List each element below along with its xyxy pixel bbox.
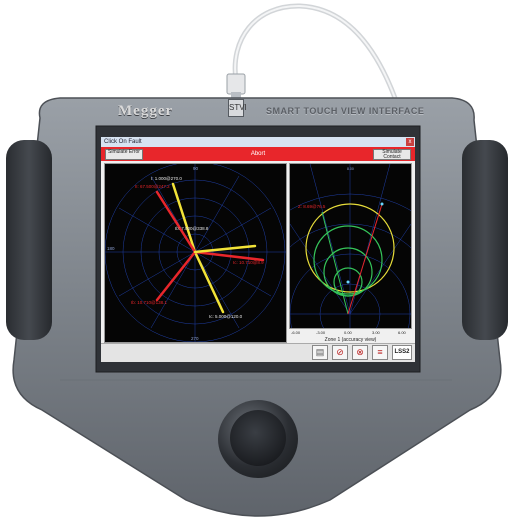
dock-icon: STVI (228, 99, 247, 117)
impedance-tick: 3.00 (372, 330, 380, 335)
phasor-arrow (155, 190, 197, 254)
impedance-tick: 6.00 (398, 330, 406, 335)
phasor-label: I: 1.000@270.0 (151, 176, 182, 181)
phasor-arrow (171, 182, 197, 254)
phasor-diagram[interactable]: I: 1.000@270.0 II: 67.500@247.2 Ib: 7.00… (104, 161, 287, 343)
fault-point (346, 280, 350, 284)
window-title: Click On Fault (101, 137, 415, 147)
phasor-axis-label: 270 (191, 336, 199, 341)
impedance-axis-label: 8.00 (347, 167, 354, 171)
phasor-arrow (193, 244, 257, 254)
phasor-label: Ib: 7.000@338.8 (175, 226, 209, 231)
phasor-label: Ic: 5.000@120.0 (209, 314, 243, 319)
simulate-contact-button[interactable]: Simulate Contact (373, 149, 411, 160)
list-icon[interactable]: ≡ (372, 345, 388, 360)
phasor-label: Ib: 10.710@138.1 (131, 300, 167, 305)
phasor-arrow (193, 250, 225, 314)
status-bar (101, 147, 415, 161)
close-button[interactable]: x (406, 138, 414, 146)
impedance-diagram[interactable]: Z: 8.69@76.5 8.00 (229, 163, 415, 362)
phasor-label: Ic: 10.710@8.9 (233, 260, 264, 265)
phasor-label: II: 67.500@247.2 (135, 184, 170, 189)
abort-button[interactable]: Abort (250, 151, 266, 157)
toolbar-logo[interactable]: LSS2 (392, 345, 412, 360)
phasor-axis-label: 90 (193, 166, 199, 171)
zone-circle (323, 247, 373, 297)
impedance-tick: -3.00 (316, 330, 326, 335)
touch-screen[interactable]: Click On Fault x Simulate Error Abort Si… (101, 137, 415, 362)
control-knob-center[interactable] (230, 410, 286, 466)
cancel-icon[interactable]: ⊘ (332, 345, 348, 360)
phasor-arrow (193, 250, 265, 262)
fault-point (380, 202, 384, 206)
impedance-tick: 0.00 (344, 330, 352, 335)
phasor-arrow (155, 250, 197, 302)
chart-button[interactable]: ▤ (312, 345, 328, 360)
clear-icon[interactable]: ⊗ (352, 345, 368, 360)
simulate-error-button[interactable]: Simulate Error (105, 149, 143, 160)
impedance-line (321, 211, 349, 315)
zone-circle (313, 225, 383, 295)
impedance-label: Z: 8.69@76.5 (298, 204, 326, 209)
impedance-line (347, 203, 383, 315)
brand-logo: Megger (118, 103, 174, 119)
impedance-grid (229, 163, 415, 362)
zone-circle (333, 267, 363, 297)
zone-caption: Zone 1 (accuracy view) (324, 337, 377, 343)
impedance-tick: -6.00 (291, 330, 301, 335)
device-tagline: SMART TOUCH VIEW INTERFACE (266, 106, 425, 116)
zone-circle (305, 203, 395, 293)
phasor-axis-label: 180 (107, 246, 115, 251)
